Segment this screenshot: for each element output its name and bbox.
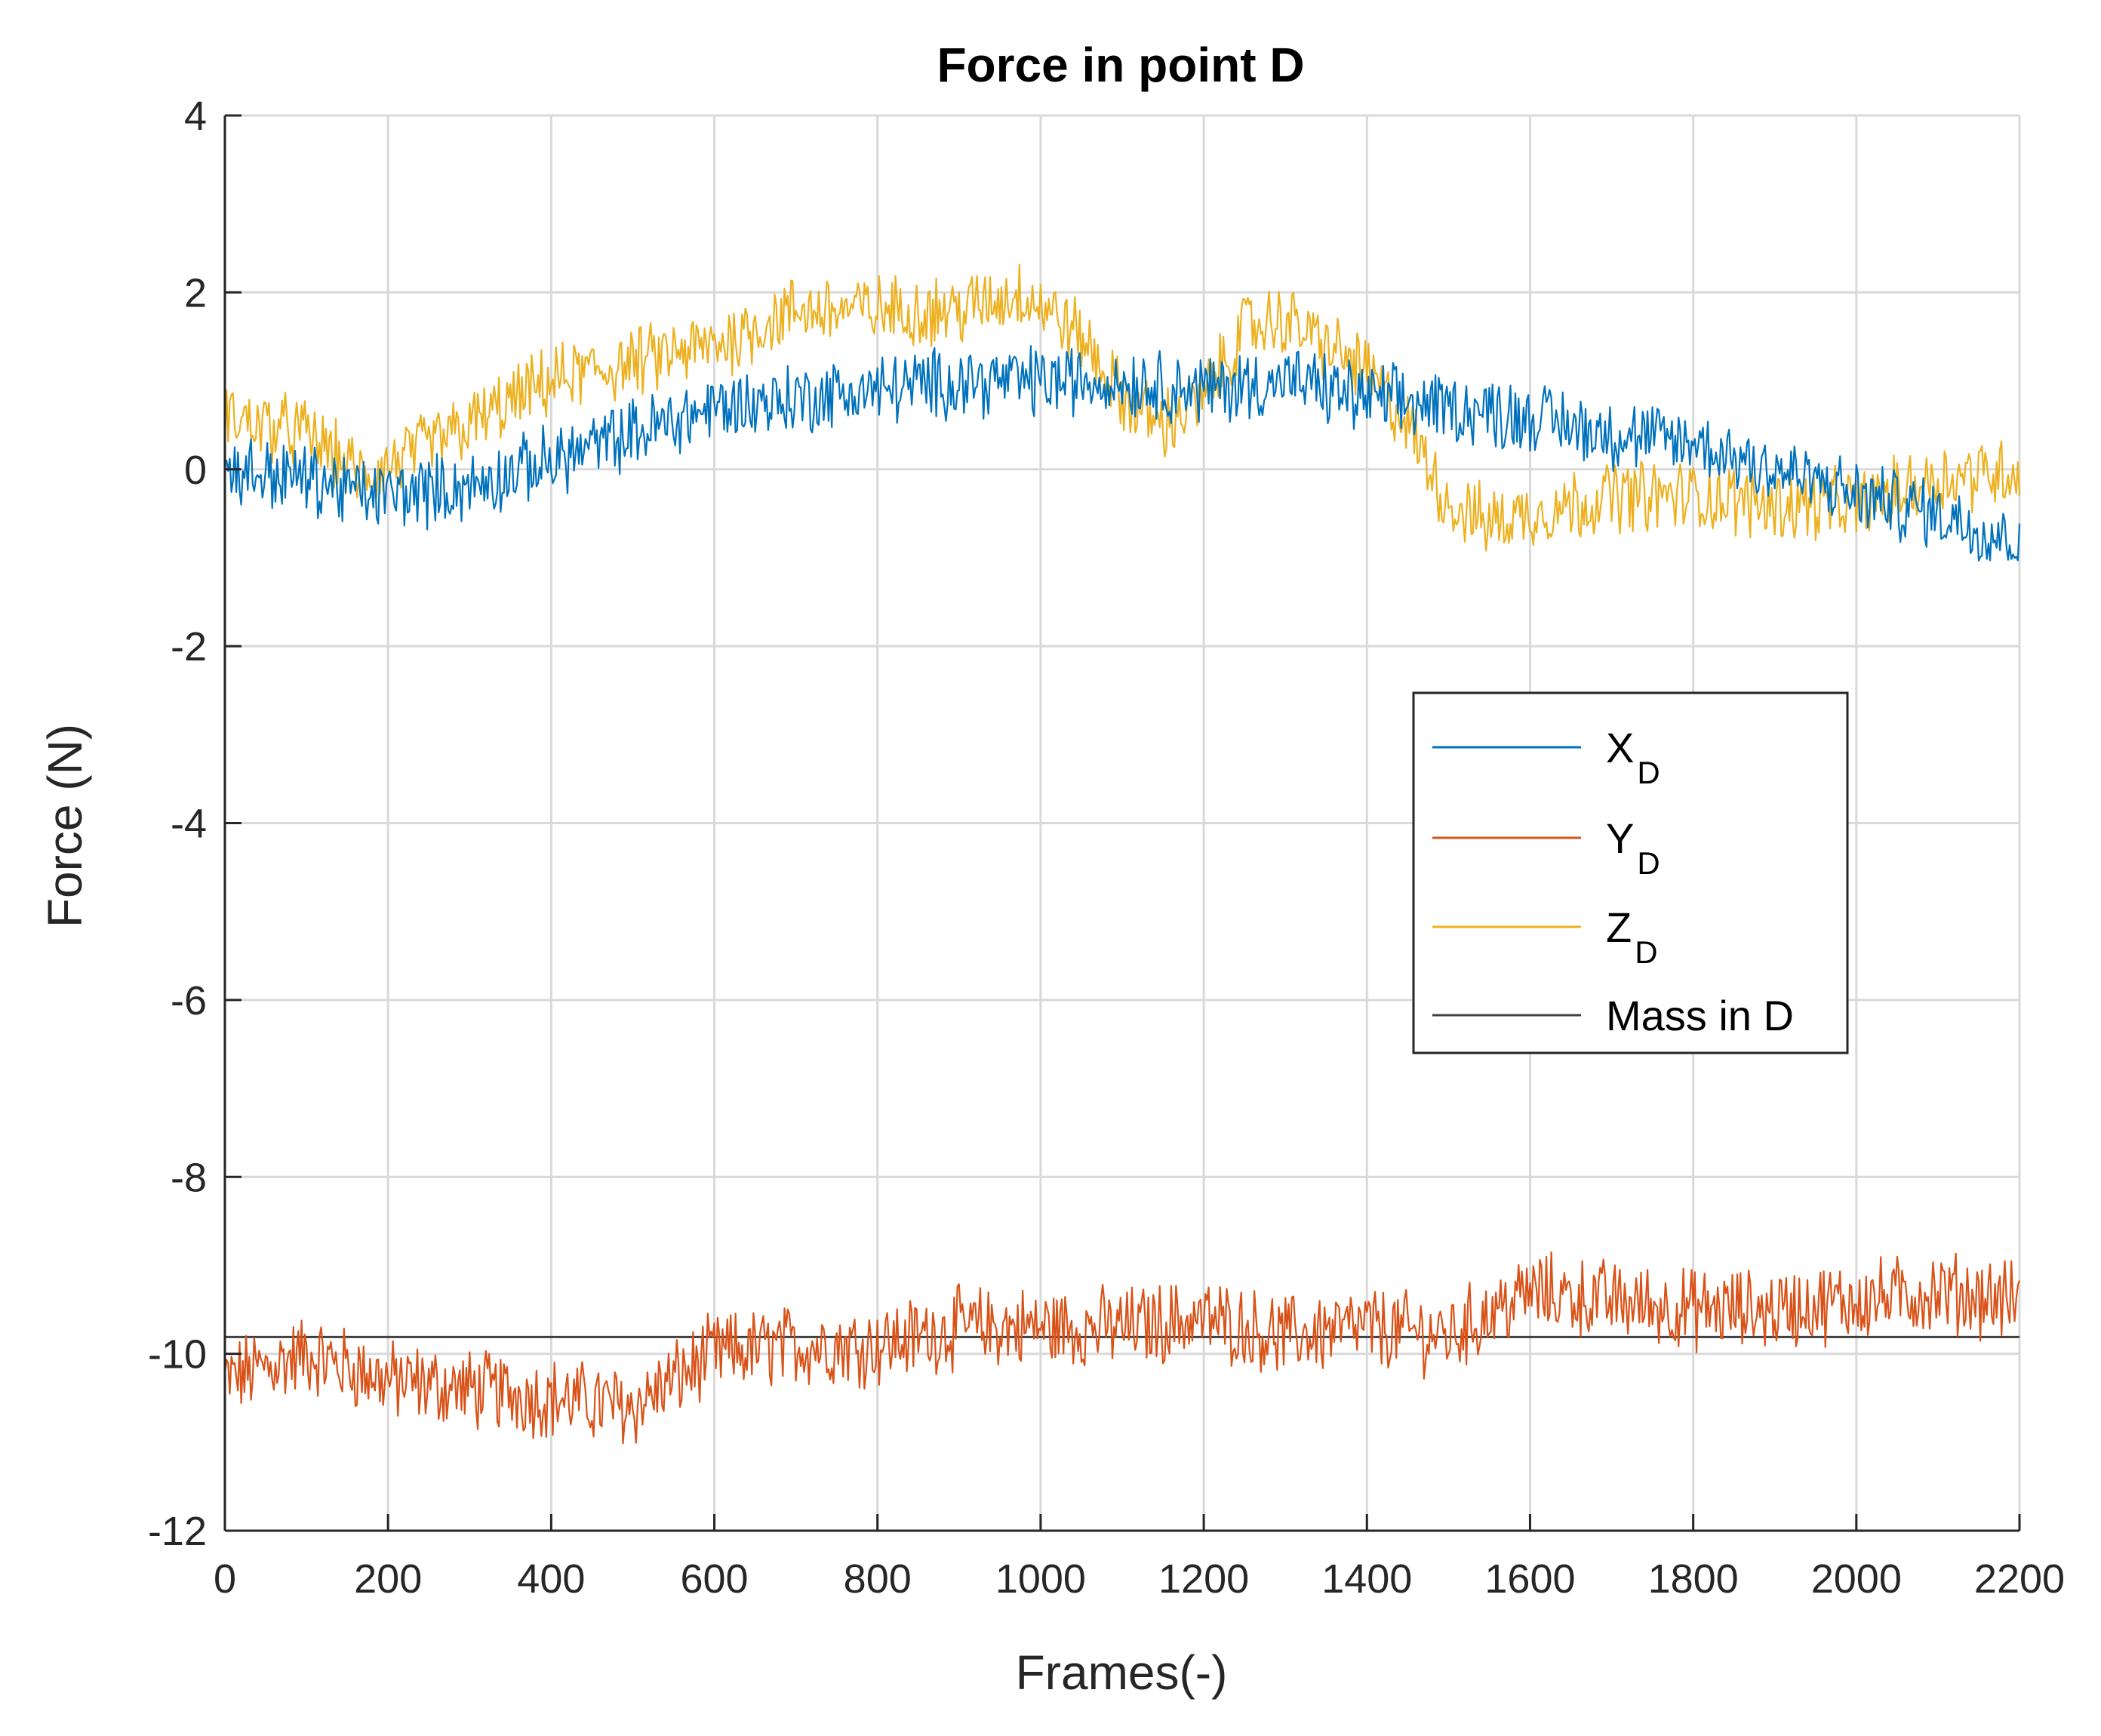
x-tick-label: 1200	[1158, 1556, 1249, 1602]
series-line-x-d	[224, 345, 2021, 562]
y-tick-label: -4	[171, 802, 207, 847]
axes	[223, 114, 2021, 1532]
x-tick-label: 200	[354, 1556, 422, 1602]
series-line-y-d	[223, 1251, 2021, 1445]
x-tick-label: 600	[680, 1556, 748, 1602]
x-axis-label: Frames(-)	[1016, 1645, 1228, 1700]
x-tick-label: 1600	[1484, 1556, 1575, 1602]
x-tick-label: 2200	[1974, 1556, 2065, 1602]
x-tick-label: 0	[214, 1556, 236, 1602]
y-tick-labels: -12 -10 -8 -6 -4 -2 0 2 4	[148, 94, 207, 1554]
x-tick-label: 2000	[1811, 1556, 1902, 1602]
legend-label-subscript: D	[1637, 755, 1660, 790]
chart-title: Force in point D	[937, 38, 1304, 92]
x-tick-labels: 0 200 400 600 800 1000 1200 1400 1600 1800 2000 220…	[214, 1556, 2065, 1602]
y-axis-label: Force (N)	[38, 724, 92, 928]
y-tick-label: 0	[184, 448, 207, 493]
legend-label: Mass in D	[1606, 992, 1794, 1039]
y-tick-label: -2	[171, 624, 207, 669]
x-tick-label: 1800	[1648, 1556, 1739, 1602]
y-tick-label: -10	[148, 1332, 207, 1377]
legend-label-subscript: D	[1637, 845, 1660, 881]
y-tick-label: 4	[184, 94, 207, 139]
y-tick-label: 2	[184, 270, 207, 315]
grid-lines	[225, 114, 2021, 1531]
y-tick-label: -6	[171, 978, 207, 1023]
series-group	[223, 263, 2021, 1445]
x-tick-label: 800	[844, 1556, 912, 1602]
x-tick-label: 1400	[1321, 1556, 1412, 1602]
x-tick-label: 400	[517, 1556, 585, 1602]
legend-box	[1412, 691, 1849, 1054]
y-tick-label: -12	[148, 1509, 207, 1554]
x-tick-label: 1000	[995, 1556, 1086, 1602]
series-line-z-d	[223, 263, 2021, 552]
legend-label-subscript: D	[1635, 934, 1657, 970]
y-tick-label: -8	[171, 1155, 207, 1200]
